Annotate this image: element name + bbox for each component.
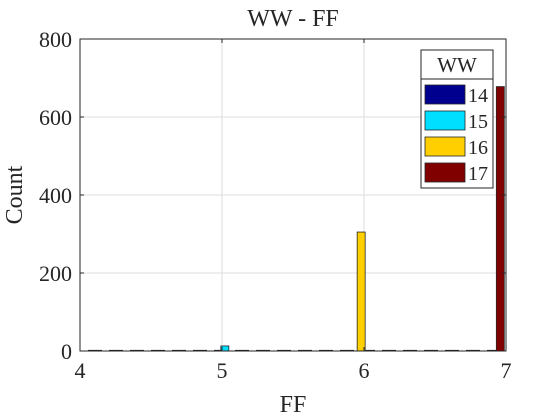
y-axis-label: Count [2, 165, 28, 224]
y-tick-label: 800 [39, 27, 72, 52]
x-tick-label: 7 [501, 358, 512, 383]
chart-title: WW - FF [247, 6, 339, 32]
ticks: 4 5 6 7 0 200 400 600 800 [39, 27, 512, 383]
legend-swatch-15 [424, 110, 466, 131]
y-tick-label: 400 [39, 183, 72, 208]
legend-label: 15 [468, 111, 488, 133]
y-tick-label: 600 [39, 105, 72, 130]
legend-label: 17 [468, 163, 488, 185]
x-tick-label: 6 [359, 358, 370, 383]
y-tick-label: 200 [39, 261, 72, 286]
x-tick-label: 4 [75, 358, 86, 383]
legend-swatch-14 [424, 84, 466, 105]
x-tick-label: 5 [217, 358, 228, 383]
legend: WW 14 15 16 17 [420, 49, 494, 189]
legend-title: WW [437, 53, 477, 77]
legend-swatch-17 [424, 162, 466, 183]
bar-series-17 [495, 86, 505, 352]
bar-series-16 [356, 231, 366, 352]
legend-label: 16 [468, 137, 488, 159]
y-tick-label: 0 [61, 339, 72, 364]
x-axis-label: FF [280, 392, 307, 418]
legend-label: 14 [468, 85, 488, 107]
legend-swatch-16 [424, 136, 466, 157]
